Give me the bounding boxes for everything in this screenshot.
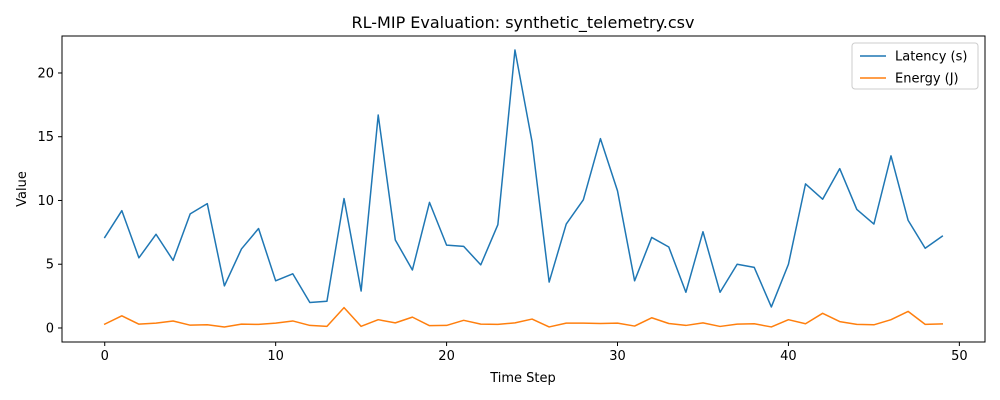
x-tick-label: 20 (438, 349, 455, 364)
series-line-0 (103, 49, 944, 308)
x-tick-label: 0 (101, 349, 109, 364)
y-tick-label: 15 (37, 130, 54, 145)
plot-frame (61, 35, 986, 343)
legend-label: Latency (s) (895, 50, 967, 65)
x-tick-label: 30 (609, 349, 626, 364)
y-axis-label: Value (15, 171, 30, 207)
y-tick-label: 0 (46, 321, 54, 336)
x-tick-label: 50 (951, 349, 968, 364)
x-axis-label: Time Step (489, 371, 556, 386)
y-tick-label: 20 (37, 66, 54, 81)
x-tick-label: 40 (780, 349, 797, 364)
chart-title: RL-MIP Evaluation: synthetic_telemetry.c… (352, 13, 695, 33)
y-tick-label: 10 (37, 194, 54, 209)
legend: Latency (s) Energy (J) (851, 42, 979, 90)
legend-label: Energy (J) (895, 72, 959, 87)
series-line-1 (103, 306, 944, 328)
y-tick-label: 5 (46, 258, 54, 273)
x-tick-label: 10 (267, 349, 284, 364)
